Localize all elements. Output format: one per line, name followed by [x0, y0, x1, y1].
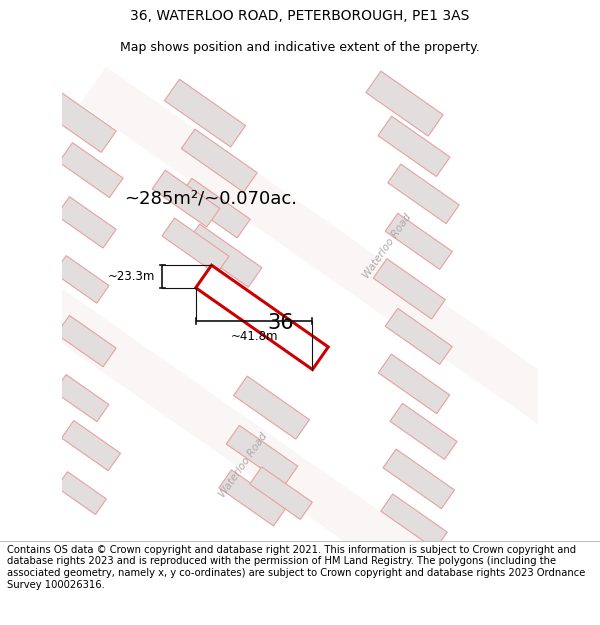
Polygon shape: [388, 164, 459, 224]
Polygon shape: [80, 67, 600, 539]
Polygon shape: [233, 376, 310, 439]
Polygon shape: [56, 197, 116, 248]
Text: 36: 36: [268, 313, 295, 333]
Text: 36, WATERLOO ROAD, PETERBOROUGH, PE1 3AS: 36, WATERLOO ROAD, PETERBOROUGH, PE1 3AS: [130, 9, 470, 23]
Text: ~285m²/~0.070ac.: ~285m²/~0.070ac.: [124, 189, 297, 208]
Polygon shape: [0, 199, 558, 625]
Polygon shape: [373, 259, 445, 319]
Polygon shape: [54, 256, 109, 303]
Polygon shape: [366, 71, 443, 136]
Polygon shape: [378, 116, 450, 176]
Text: Waterloo Road: Waterloo Road: [362, 212, 414, 280]
Polygon shape: [196, 265, 328, 369]
Polygon shape: [62, 421, 121, 471]
Polygon shape: [390, 403, 457, 459]
Polygon shape: [186, 224, 262, 287]
Polygon shape: [385, 213, 452, 269]
Polygon shape: [54, 374, 109, 422]
Polygon shape: [59, 142, 123, 198]
Text: ~41.8m: ~41.8m: [230, 329, 278, 342]
Polygon shape: [383, 449, 454, 509]
Polygon shape: [250, 467, 312, 519]
Text: Waterloo Road: Waterloo Road: [217, 431, 269, 499]
Text: Map shows position and indicative extent of the property.: Map shows position and indicative extent…: [120, 41, 480, 54]
Text: ~23.3m: ~23.3m: [108, 270, 155, 283]
Polygon shape: [56, 316, 116, 367]
Polygon shape: [179, 178, 250, 238]
Polygon shape: [164, 79, 245, 147]
Polygon shape: [162, 218, 229, 274]
Polygon shape: [219, 470, 286, 526]
Polygon shape: [381, 494, 447, 549]
Text: Contains OS data © Crown copyright and database right 2021. This information is : Contains OS data © Crown copyright and d…: [7, 545, 586, 589]
Polygon shape: [385, 308, 452, 364]
Polygon shape: [226, 426, 298, 485]
Polygon shape: [181, 129, 257, 192]
Polygon shape: [47, 93, 116, 152]
Polygon shape: [152, 170, 220, 227]
Polygon shape: [378, 354, 450, 414]
Polygon shape: [56, 472, 106, 514]
